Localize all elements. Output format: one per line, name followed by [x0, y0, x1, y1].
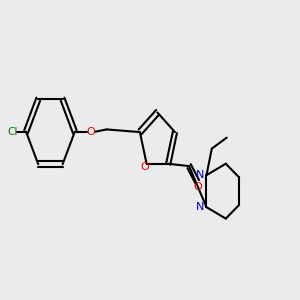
Text: N: N [196, 202, 205, 212]
Text: O: O [193, 182, 202, 192]
Text: Cl: Cl [8, 127, 18, 137]
Text: O: O [87, 127, 95, 137]
Text: N: N [196, 170, 205, 180]
Text: O: O [140, 162, 149, 172]
